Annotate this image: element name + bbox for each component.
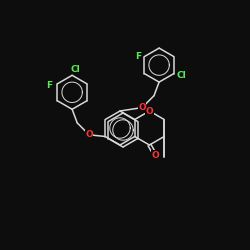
Text: O: O — [152, 151, 159, 160]
Text: O: O — [146, 106, 153, 116]
Text: F: F — [46, 81, 52, 90]
Text: Cl: Cl — [177, 71, 187, 80]
Text: F: F — [135, 52, 141, 61]
Text: Cl: Cl — [70, 65, 80, 74]
Text: O: O — [85, 130, 93, 139]
Text: O: O — [138, 103, 146, 112]
